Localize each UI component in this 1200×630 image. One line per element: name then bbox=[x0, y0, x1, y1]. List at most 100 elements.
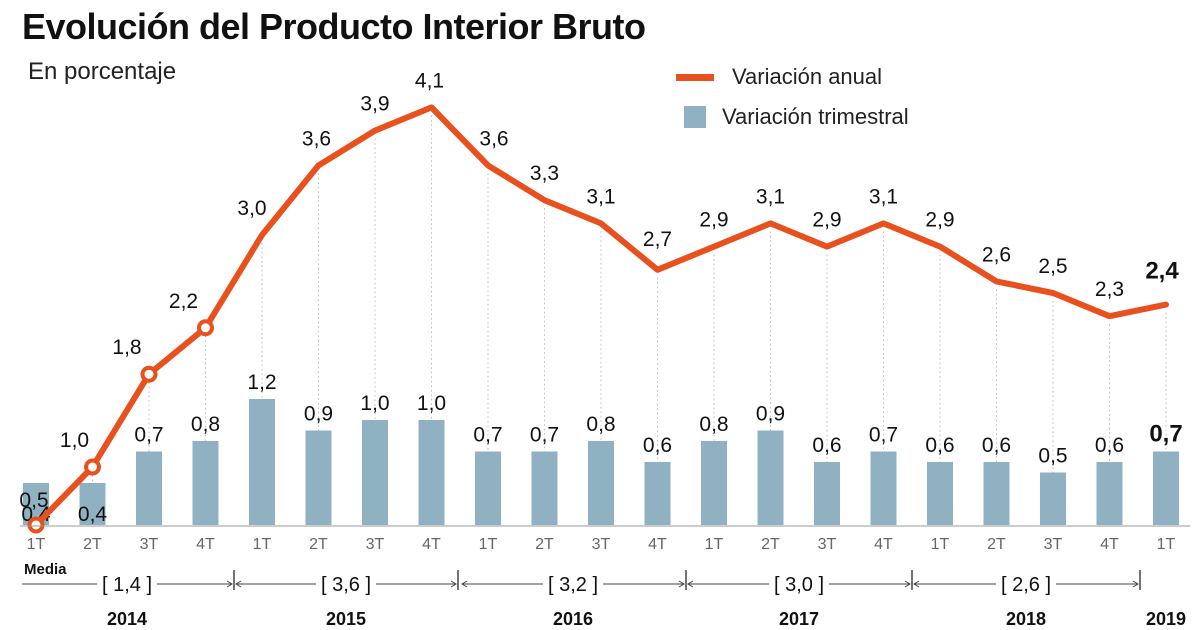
annual-line-label: 3,3 bbox=[530, 162, 559, 185]
quarter-tick-label: 1T bbox=[27, 536, 46, 553]
quarterly-bar bbox=[588, 441, 614, 525]
average-value: [ 3,2 ] bbox=[548, 574, 598, 596]
annual-line-label: 1,0 bbox=[60, 429, 89, 452]
annual-line-label: 2,3 bbox=[1095, 278, 1124, 301]
quarter-tick-label: 3T bbox=[366, 536, 385, 553]
quarterly-bar bbox=[418, 420, 445, 525]
quarterly-bar bbox=[79, 483, 106, 525]
legend-quarterly-swatch bbox=[684, 106, 706, 128]
quarterly-bar bbox=[249, 399, 275, 525]
annual-line-label: 2,6 bbox=[982, 243, 1011, 266]
quarterly-bar-label: 1,0 bbox=[360, 392, 389, 415]
average-span-arrow bbox=[226, 580, 233, 588]
legend-annual-label: Variación anual bbox=[732, 64, 883, 89]
legend-annual-swatch bbox=[676, 73, 714, 81]
annual-line-label: 2,9 bbox=[812, 209, 841, 232]
average-span-arrow bbox=[450, 580, 457, 588]
year-label: 2018 bbox=[1006, 609, 1046, 629]
quarterly-bar bbox=[531, 451, 558, 525]
quarterly-bar bbox=[475, 451, 501, 525]
annual-point-marker bbox=[197, 319, 214, 337]
annual-line-label: 1,8 bbox=[112, 336, 141, 359]
annual-line-label: 3,1 bbox=[756, 185, 785, 208]
quarterly-bar bbox=[927, 462, 953, 525]
average-span-arrow bbox=[687, 580, 694, 588]
quarter-tick-label: 1T bbox=[1157, 536, 1176, 553]
quarter-tick-label: 3T bbox=[818, 536, 837, 553]
quarterly-bar bbox=[1040, 472, 1066, 525]
legend-item-annual: Variación anual bbox=[676, 64, 882, 90]
quarterly-bar-label: 0,6 bbox=[982, 434, 1011, 457]
quarterly-bar-label: 0,7 bbox=[134, 424, 163, 447]
quarterly-bar-label: 0,9 bbox=[756, 403, 785, 426]
year-label: 2019 bbox=[1146, 609, 1186, 629]
year-label: 2016 bbox=[553, 609, 593, 629]
quarter-tick-label: 4T bbox=[196, 536, 215, 553]
average-value: [ 1,4 ] bbox=[102, 574, 152, 596]
annual-point-marker bbox=[140, 365, 158, 383]
quarterly-bar-label: 1,2 bbox=[247, 371, 276, 394]
quarter-tick-label: 2T bbox=[309, 536, 328, 553]
annual-point-marker bbox=[84, 458, 101, 476]
quarterly-bar bbox=[814, 462, 840, 525]
annual-point-marker bbox=[27, 516, 45, 534]
quarter-tick-label: 1T bbox=[479, 536, 498, 553]
quarterly-bar-label: 0,8 bbox=[191, 413, 220, 436]
quarterly-bar-label: 0,7 bbox=[869, 424, 898, 447]
quarter-tick-label: 2T bbox=[535, 536, 554, 553]
quarter-tick-label: 4T bbox=[422, 536, 441, 553]
quarterly-bar-label: 0,7 bbox=[1149, 421, 1182, 448]
annual-line-label: 4,1 bbox=[415, 69, 444, 92]
average-span-arrow bbox=[461, 580, 468, 588]
quarterly-bar-label: 0,9 bbox=[304, 403, 333, 426]
quarterly-bar bbox=[1096, 462, 1123, 525]
annual-line-label: 3,6 bbox=[479, 127, 508, 150]
quarter-tick-label: 2T bbox=[83, 536, 102, 553]
quarter-tick-label: 1T bbox=[931, 536, 950, 553]
quarterly-bar-label: 0,4 bbox=[78, 503, 108, 526]
quarter-tick-label: 4T bbox=[648, 536, 667, 553]
year-label: 2014 bbox=[107, 609, 147, 629]
quarter-tick-label: 2T bbox=[987, 536, 1006, 553]
chart-subtitle: En porcentaje bbox=[28, 58, 177, 85]
annual-line-label: 3,1 bbox=[869, 185, 898, 208]
annual-line-label: 3,1 bbox=[586, 185, 615, 208]
year-label: 2015 bbox=[326, 609, 366, 629]
average-span-arrow bbox=[904, 580, 911, 588]
quarter-tick-label: 3T bbox=[1044, 536, 1063, 553]
quarterly-bar-label: 0,6 bbox=[812, 434, 841, 457]
average-value-bg bbox=[97, 572, 157, 596]
quarter-tick-label: 1T bbox=[253, 536, 272, 553]
year-label: 2017 bbox=[779, 609, 819, 629]
quarter-tick-label: 3T bbox=[592, 536, 611, 553]
quarterly-bar bbox=[983, 462, 1010, 525]
quarterly-bar-label: 1,0 bbox=[417, 392, 446, 415]
annual-line-label: 0,5 bbox=[19, 489, 48, 512]
average-span-arrow bbox=[678, 580, 685, 588]
annual-line-label: 3,9 bbox=[360, 93, 389, 116]
quarterly-bar-label: 0,6 bbox=[925, 434, 954, 457]
quarterly-bar bbox=[701, 441, 727, 525]
quarterly-bar bbox=[362, 420, 388, 525]
quarter-tick-label: 4T bbox=[1100, 536, 1119, 553]
average-span-arrow bbox=[1132, 580, 1139, 588]
annual-line-label: 3,6 bbox=[302, 127, 331, 150]
quarterly-bar bbox=[757, 430, 784, 525]
averages-label: Media bbox=[24, 561, 67, 578]
average-span-arrow bbox=[913, 580, 920, 588]
quarterly-bar-label: 0,5 bbox=[1038, 445, 1067, 468]
quarterly-bar-label: 0,6 bbox=[1095, 434, 1124, 457]
annual-line-label: 2,4 bbox=[1145, 258, 1179, 285]
quarterly-bar bbox=[1153, 451, 1179, 525]
legend-item-quarterly: Variación trimestral bbox=[676, 104, 909, 130]
average-span-arrow bbox=[235, 580, 242, 588]
quarterly-bar bbox=[644, 462, 671, 525]
average-value: [ 2,6 ] bbox=[1001, 574, 1051, 596]
annual-line-label: 2,9 bbox=[925, 209, 954, 232]
quarter-tick-label: 3T bbox=[140, 536, 159, 553]
average-value-bg bbox=[543, 572, 603, 596]
average-value-bg bbox=[316, 572, 376, 596]
quarter-tick-label: 2T bbox=[761, 536, 780, 553]
quarter-tick-label: 4T bbox=[874, 536, 893, 553]
